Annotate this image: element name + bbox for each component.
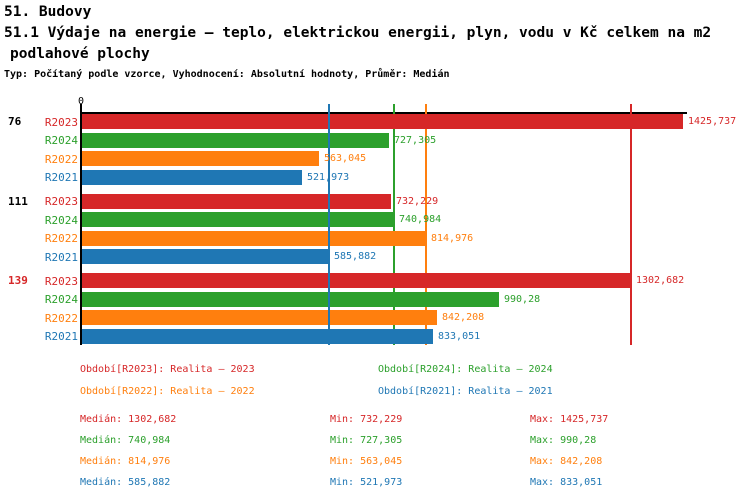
bar-value-111-r2023: 732,229 xyxy=(396,195,439,207)
stat-max-r2021: Max: 833,051 xyxy=(530,477,603,488)
legend-item-r2021: Období[R2021]: Realita – 2021 xyxy=(378,386,553,397)
bar-value-76-r2022: 563,045 xyxy=(324,153,367,164)
bar-139-r2024 xyxy=(82,291,499,307)
bar-value-139-r2022: 842,208 xyxy=(442,312,485,323)
median-line-r2022 xyxy=(425,104,427,345)
bar-139-r2023 xyxy=(82,273,631,288)
indicator-title: 51.1 Výdaje na energie – teplo, elektric… xyxy=(4,25,712,41)
series-label-111-r2024: R2024 xyxy=(44,213,78,227)
stat-min-r2021: Min: 521,973 xyxy=(330,477,403,488)
stat-min-r2023: Min: 732,229 xyxy=(330,414,403,425)
x-axis-line xyxy=(80,112,687,114)
stat-median-r2023: Medián: 1302,682 xyxy=(80,414,177,425)
bar-value-139-r2023: 1302,682 xyxy=(636,275,685,286)
series-label-111-r2022: R2022 xyxy=(44,232,78,245)
stat-median-r2022: Medián: 814,976 xyxy=(80,456,171,467)
stat-median-r2024: Medián: 740,984 xyxy=(80,435,171,446)
legend-item-r2024: Období[R2024]: Realita – 2024 xyxy=(378,364,553,375)
series-label-139-r2023: R2023 xyxy=(44,274,78,288)
bar-76-r2024 xyxy=(82,132,389,148)
bar-value-76-r2021: 521,973 xyxy=(307,171,350,183)
stat-max-r2022: Max: 842,208 xyxy=(530,456,603,467)
series-label-76-r2023: R2023 xyxy=(44,115,78,129)
legend-item-r2023: Období[R2023]: Realita – 2023 xyxy=(80,364,255,375)
group-label-76: 76 xyxy=(8,115,22,128)
bar-value-111-r2024: 740,984 xyxy=(399,214,442,225)
chart-meta: Typ: Počítaný podle vzorce, Vyhodnocení:… xyxy=(4,69,450,80)
bar-value-111-r2022: 814,976 xyxy=(431,232,474,244)
bar-value-111-r2021: 585,882 xyxy=(334,251,377,262)
series-label-111-r2021: R2021 xyxy=(44,250,78,264)
y-axis-line xyxy=(80,104,82,345)
bar-value-139-r2024: 990,28 xyxy=(504,293,541,305)
series-label-139-r2022: R2022 xyxy=(44,311,78,325)
bar-111-r2024 xyxy=(82,212,394,227)
series-label-76-r2024: R2024 xyxy=(44,134,78,147)
median-line-r2021 xyxy=(328,104,330,345)
series-label-111-r2023: R2023 xyxy=(44,195,78,208)
series-label-76-r2022: R2022 xyxy=(44,152,78,166)
bar-76-r2023 xyxy=(82,114,683,129)
series-label-139-r2024: R2024 xyxy=(44,293,78,306)
bar-111-r2023 xyxy=(82,193,391,209)
stat-max-r2024: Max: 990,28 xyxy=(530,435,597,446)
bar-111-r2022 xyxy=(82,230,426,246)
bar-value-76-r2023: 1425,737 xyxy=(688,116,737,127)
stat-min-r2024: Min: 727,305 xyxy=(330,435,403,446)
bar-76-r2022 xyxy=(82,151,319,166)
bar-76-r2021 xyxy=(82,169,302,185)
x-axis-zero-label: 0 xyxy=(77,96,85,107)
series-label-76-r2021: R2021 xyxy=(44,171,78,184)
bar-value-139-r2021: 833,051 xyxy=(438,330,481,342)
bar-value-76-r2024: 727,305 xyxy=(394,134,437,146)
stat-min-r2022: Min: 563,045 xyxy=(330,456,403,467)
bar-139-r2021 xyxy=(82,328,433,344)
indicator-title-wrap: podlahové plochy xyxy=(10,46,150,62)
legend-item-r2022: Období[R2022]: Realita – 2022 xyxy=(80,386,255,397)
bar-111-r2021 xyxy=(82,249,329,264)
stat-median-r2021: Medián: 585,882 xyxy=(80,477,171,488)
median-line-r2023 xyxy=(630,104,632,345)
stat-max-r2023: Max: 1425,737 xyxy=(530,414,609,425)
bar-139-r2022 xyxy=(82,310,437,325)
group-label-139: 139 xyxy=(8,274,28,287)
page-title: 51. Budovy xyxy=(4,4,92,20)
series-label-139-r2021: R2021 xyxy=(44,330,78,343)
group-label-111: 111 xyxy=(8,194,28,208)
